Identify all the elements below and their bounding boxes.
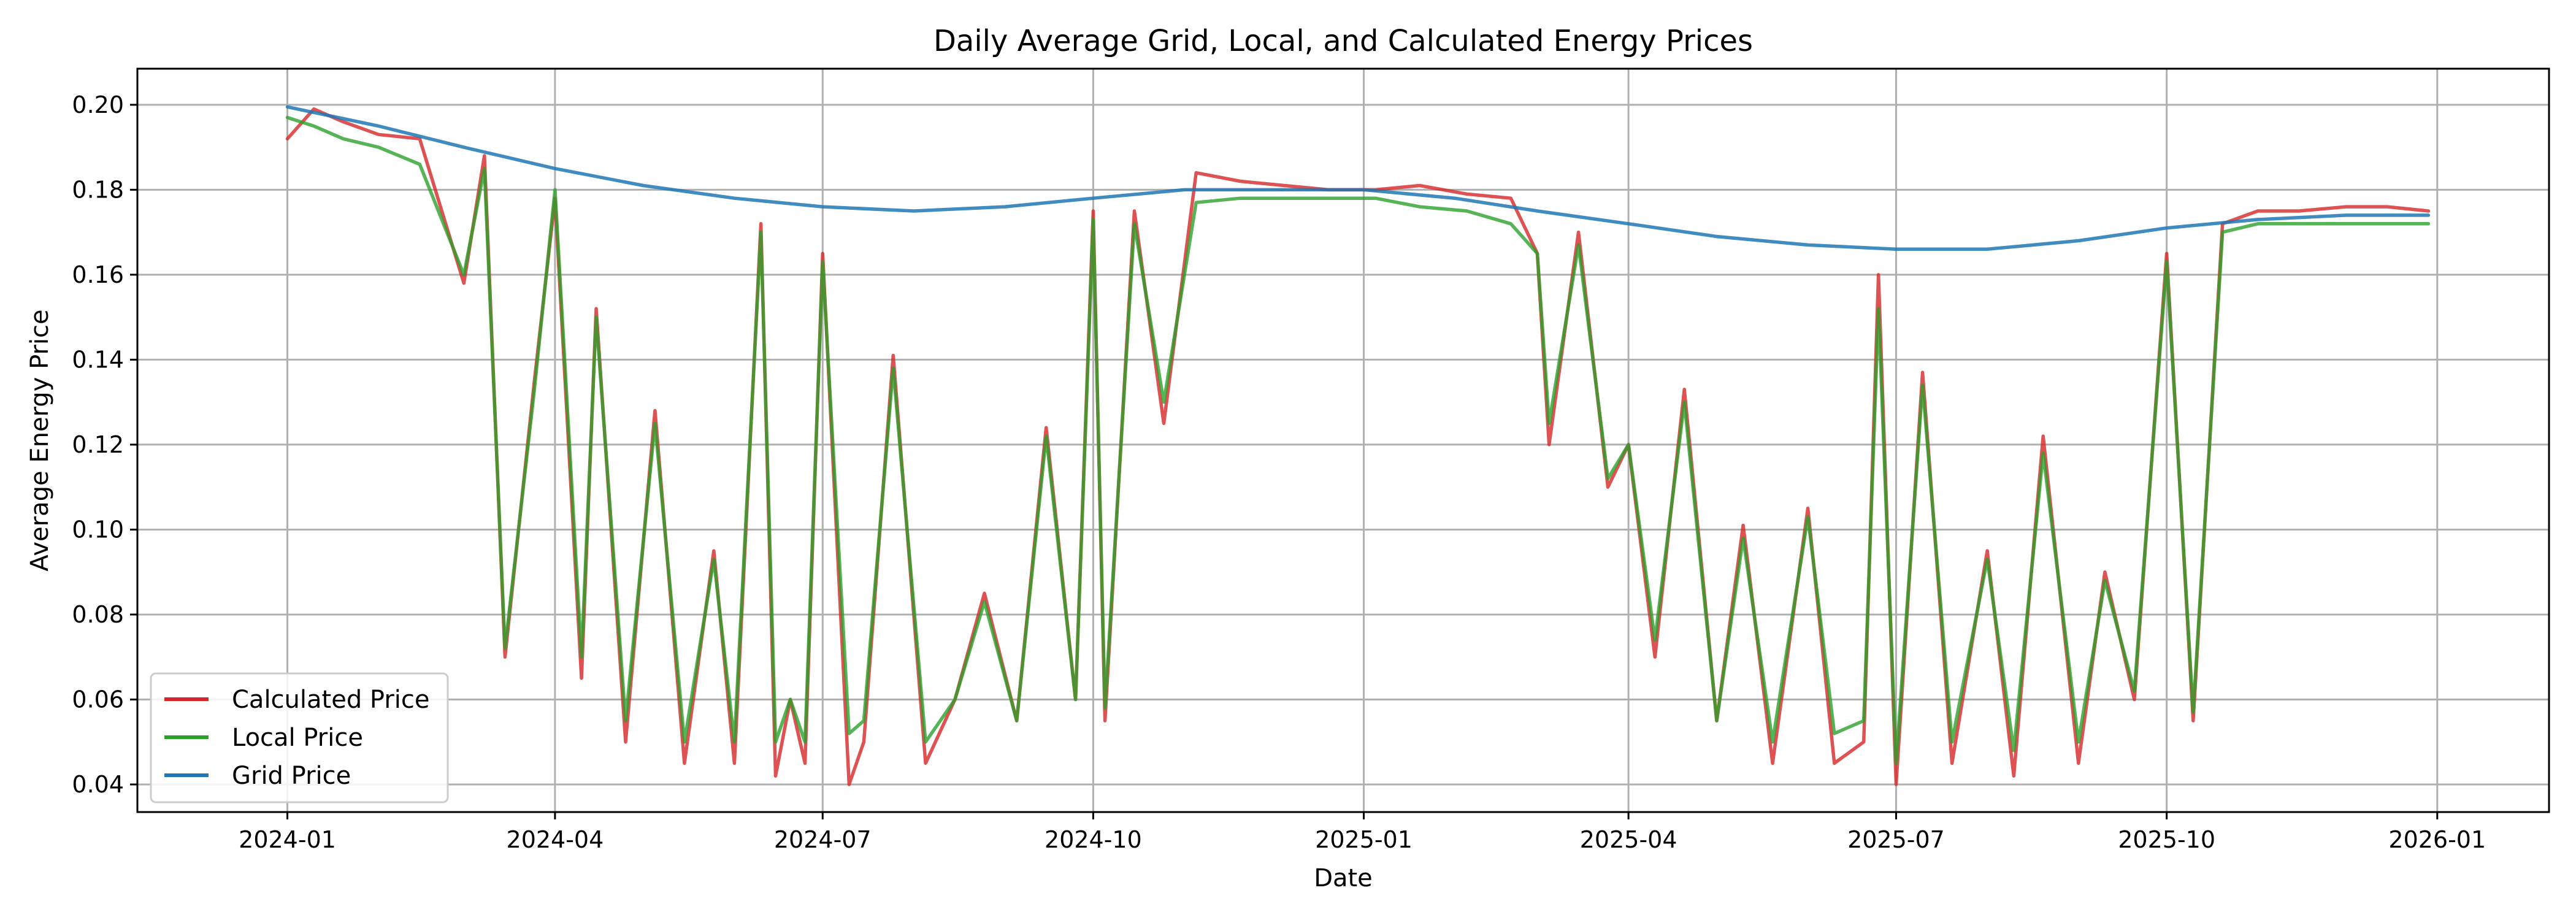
y-tick-label: 0.14 <box>72 346 124 373</box>
x-tick-label: 2025-04 <box>1580 826 1677 853</box>
y-tick-label: 0.12 <box>72 431 124 458</box>
y-tick-label: 0.16 <box>72 261 124 288</box>
x-tick-label: 2024-10 <box>1045 826 1142 853</box>
x-tick-label: 2025-01 <box>1315 826 1413 853</box>
legend-entry-label: Calculated Price <box>232 686 430 714</box>
y-tick-label: 0.04 <box>72 771 124 798</box>
series-line-grid-price <box>285 105 2431 251</box>
x-axis: 2024-01 2024-04 2024-07 2024-10 2025-01 2025-… <box>239 812 2486 853</box>
series-line-calculated-price <box>285 107 2431 786</box>
legend-entry-label: Local Price <box>232 724 363 752</box>
grid-lines <box>137 69 2549 812</box>
chart-title: Daily Average Grid, Local, and Calculate… <box>933 24 1753 58</box>
legend-entry-label: Grid Price <box>232 762 351 790</box>
y-tick-label: 0.20 <box>72 91 124 118</box>
y-tick-label: 0.06 <box>72 686 124 713</box>
x-tick-label: 2026-01 <box>2388 826 2486 853</box>
y-tick-label: 0.18 <box>72 176 124 203</box>
y-tick-label: 0.10 <box>72 516 124 543</box>
y-tick-label: 0.08 <box>72 601 124 628</box>
series-layer <box>285 105 2431 786</box>
x-tick-label: 2024-01 <box>239 826 336 853</box>
x-tick-label: 2024-07 <box>774 826 872 853</box>
series-line-local-price <box>285 115 2431 765</box>
plot-frame <box>136 67 2550 813</box>
legend: Calculated Price Local Price Grid Price <box>150 672 449 803</box>
y-axis: 0.04 0.06 0.08 0.10 0.12 0.14 0.16 0.18 0.20 <box>72 91 137 798</box>
x-tick-label: 2024-04 <box>507 826 604 853</box>
x-axis-label: Date <box>1314 864 1373 892</box>
legend-box <box>150 672 449 803</box>
y-axis-label: Average Energy Price <box>26 309 54 571</box>
x-tick-label: 2025-07 <box>1847 826 1945 853</box>
x-tick-label: 2025-10 <box>2118 826 2215 853</box>
